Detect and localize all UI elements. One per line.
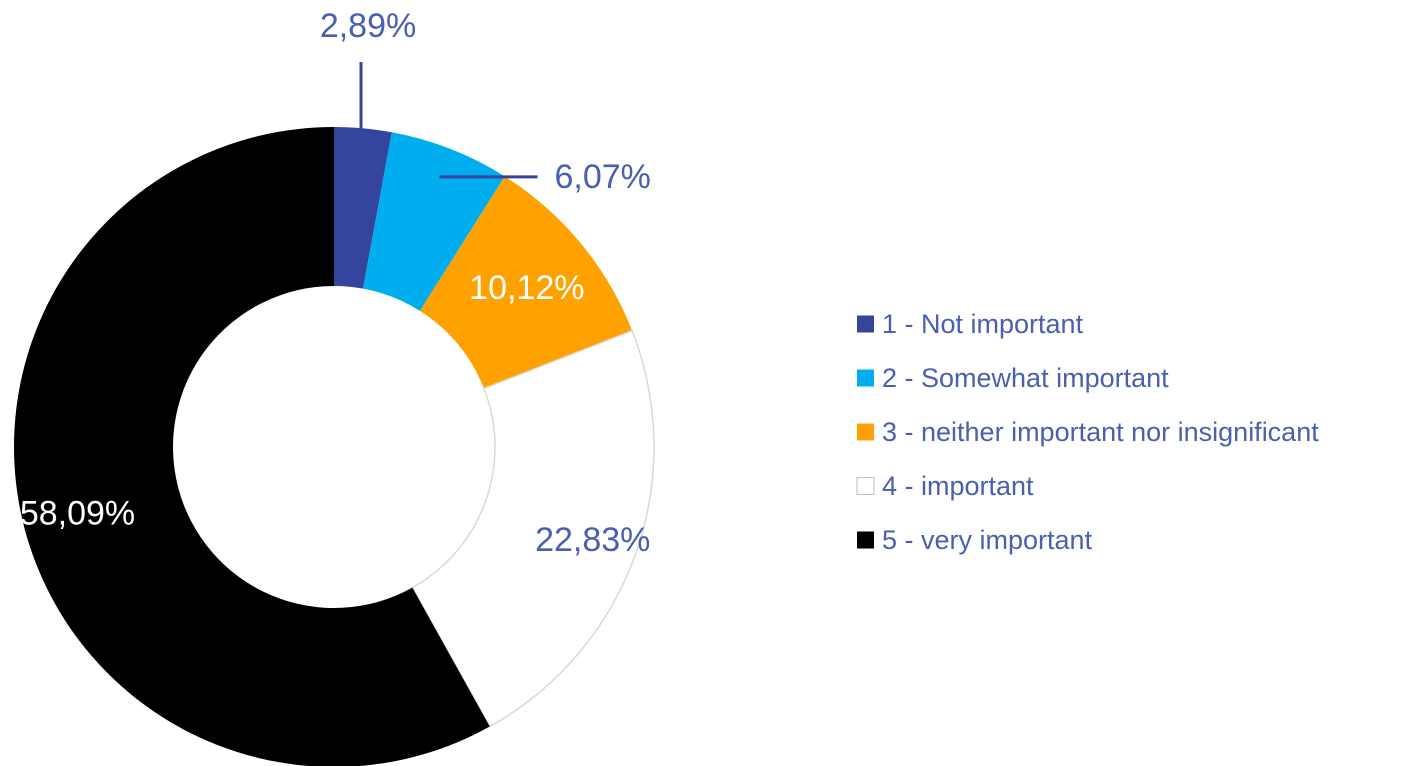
data-label-1: 2,89% xyxy=(320,7,416,45)
data-label-2: 6,07% xyxy=(554,158,650,196)
data-labels: 2,89% 6,07% 10,12% 22,83% 58,09% xyxy=(20,7,651,559)
legend-label-2: 2 - Somewhat important xyxy=(882,363,1169,393)
donut-slices xyxy=(13,127,655,766)
legend-swatch-2 xyxy=(857,369,874,387)
slice-1-not-important xyxy=(334,127,392,289)
legend-label-4: 4 - important xyxy=(882,471,1034,501)
slice-3-neither-important-nor-insignificant xyxy=(419,176,633,389)
slice-5-very-important xyxy=(13,127,490,766)
leader-lines xyxy=(359,62,538,179)
data-label-5: 58,09% xyxy=(20,495,135,533)
legend-label-5: 5 - very important xyxy=(882,525,1093,555)
legend-label-3: 3 - neither important nor insignificant xyxy=(882,417,1319,447)
legend-swatch-1 xyxy=(857,315,874,333)
data-label-3: 10,12% xyxy=(469,269,584,307)
legend-swatch-4 xyxy=(856,477,875,495)
legend-label-1: 1 - Not important xyxy=(882,309,1084,339)
legend-swatch-5 xyxy=(857,531,874,549)
legend-swatch-3 xyxy=(857,423,874,441)
slice-4-important xyxy=(411,329,655,728)
legend: 1 - Not important 2 - Somewhat important 3… xyxy=(856,309,1319,555)
data-label-4: 22,83% xyxy=(535,521,650,559)
